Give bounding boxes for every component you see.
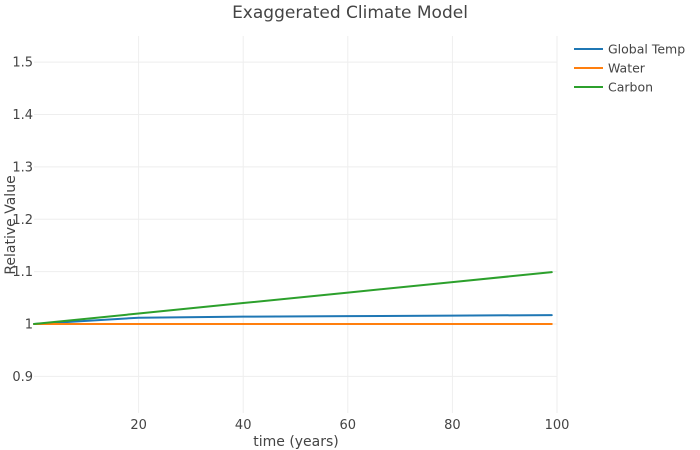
x-axis-title: time (years) (253, 434, 339, 450)
x-tick-label: 20 (130, 418, 147, 433)
y-tick-label: 1.1 (12, 265, 33, 280)
x-tick-label: 60 (340, 418, 357, 433)
legend-item-global-temp[interactable]: Global Temp (574, 42, 685, 57)
series-line-carbon[interactable] (33, 271, 553, 325)
x-tick-label: 100 (545, 418, 570, 433)
legend-item-water[interactable]: Water (574, 61, 646, 76)
legend[interactable]: Global Temp Water Carbon (574, 42, 685, 95)
y-tick-label: 1.5 (12, 56, 33, 71)
series-lines (33, 271, 553, 325)
y-axis-ticks: 0.9 1 1.1 1.2 1.3 1.4 1.5 (12, 56, 33, 385)
series-line-global-temp[interactable] (33, 314, 553, 325)
x-tick-label: 80 (444, 418, 461, 433)
x-tick-label: 40 (235, 418, 252, 433)
x-axis-ticks: 20 40 60 80 100 (130, 418, 569, 433)
y-tick-label: 1.2 (12, 213, 33, 228)
legend-label: Carbon (608, 80, 653, 95)
y-tick-label: 0.9 (12, 370, 33, 385)
y-tick-label: 1.4 (12, 108, 33, 123)
legend-label: Global Temp (608, 42, 685, 57)
y-axis-title: Relative Value (3, 175, 19, 274)
legend-label: Water (608, 61, 646, 76)
grid (34, 36, 558, 413)
y-tick-label: 1 (25, 317, 33, 332)
chart-title: Exaggerated Climate Model (232, 3, 468, 23)
y-tick-label: 1.3 (12, 160, 33, 175)
legend-item-carbon[interactable]: Carbon (574, 80, 653, 95)
